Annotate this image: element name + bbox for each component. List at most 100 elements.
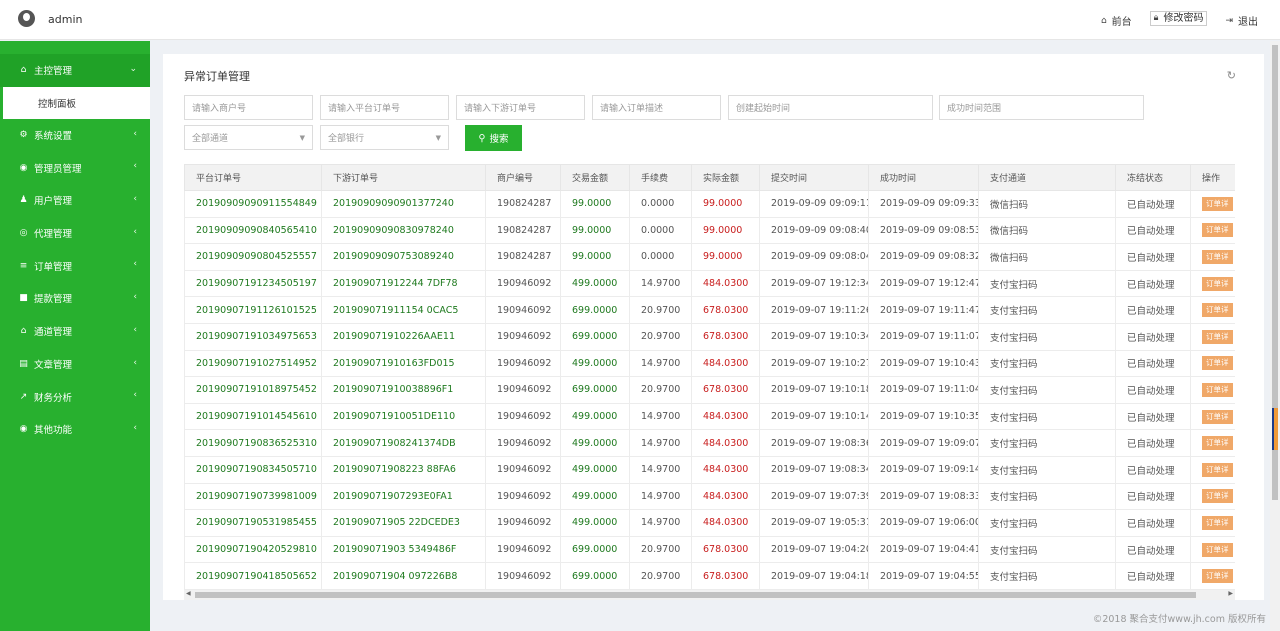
table-cell-actions: 订单详	[1190, 296, 1235, 324]
order-detail-button[interactable]: 订单详	[1202, 276, 1233, 291]
table-cell[interactable]: 201909071911154 0CAC5	[321, 296, 486, 324]
change-password-link[interactable]: 🔒︎ 修改密码	[1149, 11, 1208, 26]
table-cell[interactable]: 201909071908241374DB	[321, 429, 486, 457]
table-cell[interactable]: 20190909090901377240	[321, 190, 486, 218]
order-detail-button[interactable]: 订单详	[1202, 196, 1233, 211]
horizontal-scrollbar[interactable]: ◀ ▶	[184, 590, 1235, 600]
table-cell: 已自动处理	[1115, 349, 1191, 378]
sidebar-item-7[interactable]: ⌂ 通道管理 ‹	[0, 315, 150, 348]
table-cell[interactable]: 20190909090753089240	[321, 243, 486, 271]
table-cell: 2019-09-07 19:05:31	[759, 509, 869, 537]
refresh-icon[interactable]: ↻	[1226, 69, 1236, 82]
table-cell[interactable]: 201909071905 22DCEDE3	[321, 509, 486, 537]
order-detail-button[interactable]: 订单详	[1202, 382, 1233, 397]
sidebar-item-0[interactable]: ⌂ 主控管理 ⌄	[0, 54, 150, 87]
scroll-left-icon[interactable]: ◀	[186, 590, 191, 597]
table-cell[interactable]: 20190907191126101525	[184, 296, 322, 324]
table-cell[interactable]: 201909071910226AAE11	[321, 322, 486, 351]
horizontal-scroll-thumb[interactable]	[195, 592, 1196, 598]
table-cell[interactable]: 201909071910163FD015	[321, 349, 486, 378]
table-cell[interactable]: 201909071908223 88FA6	[321, 455, 486, 484]
sidebar-item-label: 财务分析	[34, 392, 73, 404]
table-cell[interactable]: 201909071903 5349486F	[321, 535, 486, 564]
table-row: 20190907191126101525 201909071911154 0CAC…	[184, 296, 1235, 324]
table-cell[interactable]: 20190907190834505710	[184, 455, 322, 484]
table-cell[interactable]: 201909071904 097226B8	[321, 562, 486, 590]
table-cell: 678.0300	[691, 296, 760, 324]
table-cell[interactable]: 20190907191234505197	[184, 269, 322, 298]
home-icon: ⌂	[20, 65, 27, 76]
order-detail-button[interactable]: 订单详	[1202, 515, 1233, 530]
chevron-left-icon: ‹	[133, 357, 137, 368]
order-detail-button[interactable]: 订单详	[1202, 223, 1233, 238]
order-detail-button[interactable]: 订单详	[1202, 542, 1233, 557]
table-cell: 499.0000	[560, 349, 630, 378]
table-cell-actions: 订单详	[1190, 562, 1235, 590]
sidebar-item-1[interactable]: ⚙ 系统设置 ‹	[0, 119, 150, 152]
table-cell[interactable]: 201909071910038896F1	[321, 376, 486, 404]
order-detail-button[interactable]: 订单详	[1202, 409, 1233, 424]
table-cell: 99.0000	[691, 190, 760, 218]
table-cell[interactable]: 20190909090840565410	[184, 216, 322, 245]
search-button[interactable]: ⚲ 搜索	[465, 125, 522, 151]
table-row: 20190907191014545610 201909071910051DE110…	[184, 402, 1235, 431]
table-cell[interactable]: 201909071907293E0FA1	[321, 482, 486, 511]
scroll-right-icon[interactable]: ▶	[1228, 590, 1233, 597]
table-cell: 14.9700	[629, 429, 692, 457]
bank-select[interactable]: 全部银行 ▼	[320, 125, 449, 150]
channel-select[interactable]: 全部通道 ▼	[184, 125, 313, 150]
page-scroll-thumb[interactable]	[1272, 45, 1278, 500]
order-detail-button[interactable]: 订单详	[1202, 249, 1233, 264]
table-cell[interactable]: 20190907190836525310	[184, 429, 322, 457]
table-cell[interactable]: 20190907190531985455	[184, 509, 322, 537]
order-detail-button[interactable]: 订单详	[1202, 489, 1233, 504]
merchant-input[interactable]: 请输入商户号	[184, 95, 313, 120]
table-cell[interactable]: 201909071910051DE110	[321, 402, 486, 431]
table-cell[interactable]: 20190909090830978240	[321, 216, 486, 245]
table-cell[interactable]: 201909071912244 7DF78	[321, 269, 486, 298]
sidebar-item-label: 提款管理	[34, 294, 73, 306]
chevron-left-icon: ‹	[133, 324, 137, 335]
order-detail-button[interactable]: 订单详	[1202, 462, 1233, 477]
platform-order-input[interactable]: 请输入平台订单号	[320, 95, 449, 120]
sidebar-item-10[interactable]: ◉ 其他功能 ‹	[0, 413, 150, 446]
order-detail-button[interactable]: 订单详	[1202, 356, 1233, 371]
sidebar-item-8[interactable]: ▤ 文章管理 ‹	[0, 348, 150, 381]
order-detail-button[interactable]: 订单详	[1202, 569, 1233, 584]
table-cell[interactable]: 20190907191014545610	[184, 402, 322, 431]
sidebar-item-5[interactable]: ≡ 订单管理 ‹	[0, 249, 150, 282]
table-cell[interactable]: 20190907190739981009	[184, 482, 322, 511]
created-time-input[interactable]: 创建起始时间	[728, 95, 933, 120]
table-cell: 支付宝扫码	[978, 349, 1116, 378]
table-cell[interactable]: 20190907190418505652	[184, 562, 322, 590]
user-name[interactable]: admin	[48, 13, 83, 26]
avatar[interactable]	[18, 10, 35, 27]
downstream-order-input[interactable]: 请输入下游订单号	[456, 95, 585, 120]
table-cell: 484.0300	[691, 455, 760, 484]
logout-link[interactable]: ⇥ 退出	[1225, 13, 1258, 29]
order-detail-button[interactable]: 订单详	[1202, 436, 1233, 451]
order-desc-input[interactable]: 请输入订单描述	[592, 95, 721, 120]
sidebar-item-9[interactable]: ↗ 财务分析 ‹	[0, 380, 150, 413]
sidebar-item-4[interactable]: ◎ 代理管理 ‹	[0, 217, 150, 250]
success-time-input[interactable]: 成功时间范围	[939, 95, 1144, 120]
table-cell[interactable]: 20190907191034975653	[184, 322, 322, 351]
page-scrollbar[interactable]	[1270, 41, 1280, 631]
table-cell[interactable]: 20190909090804525557	[184, 243, 322, 271]
table-body: 20190909090911554849 20190909090901377240…	[184, 190, 1235, 590]
table-row: 20190909090911554849 20190909090901377240…	[184, 190, 1235, 218]
order-detail-button[interactable]: 订单详	[1202, 329, 1233, 344]
table-cell[interactable]: 20190907191027514952	[184, 349, 322, 378]
table-cell[interactable]: 20190907191018975452	[184, 376, 322, 404]
sidebar-item-3[interactable]: ♟ 用户管理 ‹	[0, 184, 150, 217]
order-detail-button[interactable]: 订单详	[1202, 303, 1233, 318]
table-cell[interactable]: 20190909090911554849	[184, 190, 322, 218]
table-cell-actions: 订单详	[1190, 509, 1235, 537]
sidebar-item-6[interactable]: ■ 提款管理 ‹	[0, 282, 150, 315]
sidebar-item-2[interactable]: ◉ 管理员管理 ‹	[0, 151, 150, 184]
table-cell: 484.0300	[691, 269, 760, 298]
table-cell[interactable]: 20190907190420529810	[184, 535, 322, 564]
column-header: 操作	[1190, 164, 1235, 191]
sidebar-subitem-dashboard[interactable]: 控制面板	[0, 86, 150, 119]
frontend-link[interactable]: ⌂ 前台	[1101, 13, 1132, 29]
